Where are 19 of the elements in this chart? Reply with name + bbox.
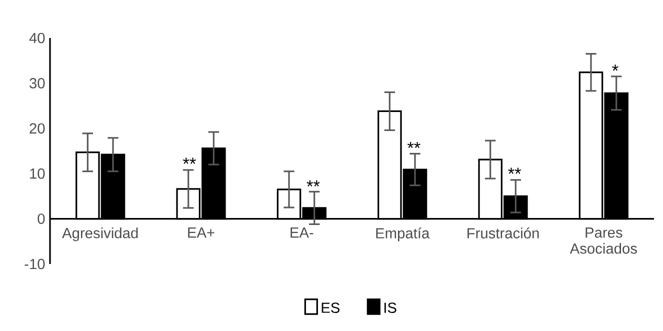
x-tick-label: Agresividad <box>62 228 138 242</box>
y-tick-label: 10 <box>30 168 45 179</box>
annotation: ** <box>407 142 420 148</box>
y-tick-label: 20 <box>30 123 45 134</box>
annotation: * <box>612 64 618 71</box>
y-tick-label: 0 <box>38 214 45 224</box>
x-tick-label: Empatía <box>376 228 430 242</box>
x-tick-label: Frustración <box>468 228 539 238</box>
annotation: ** <box>306 180 320 186</box>
y-tick-label: -10 <box>24 258 45 270</box>
y-tick-label: 40 <box>29 32 45 44</box>
x-tick-label: Pares Asociados <box>570 228 637 254</box>
x-tick-label: EA+ <box>188 228 214 238</box>
x-tick-label: EA- <box>290 228 314 238</box>
y-tick-label: 30 <box>30 78 45 88</box>
legend-label: IS <box>384 302 396 313</box>
annotation: ** <box>182 158 196 164</box>
annotation: ** <box>508 168 522 174</box>
legend-label: ES <box>322 302 340 313</box>
